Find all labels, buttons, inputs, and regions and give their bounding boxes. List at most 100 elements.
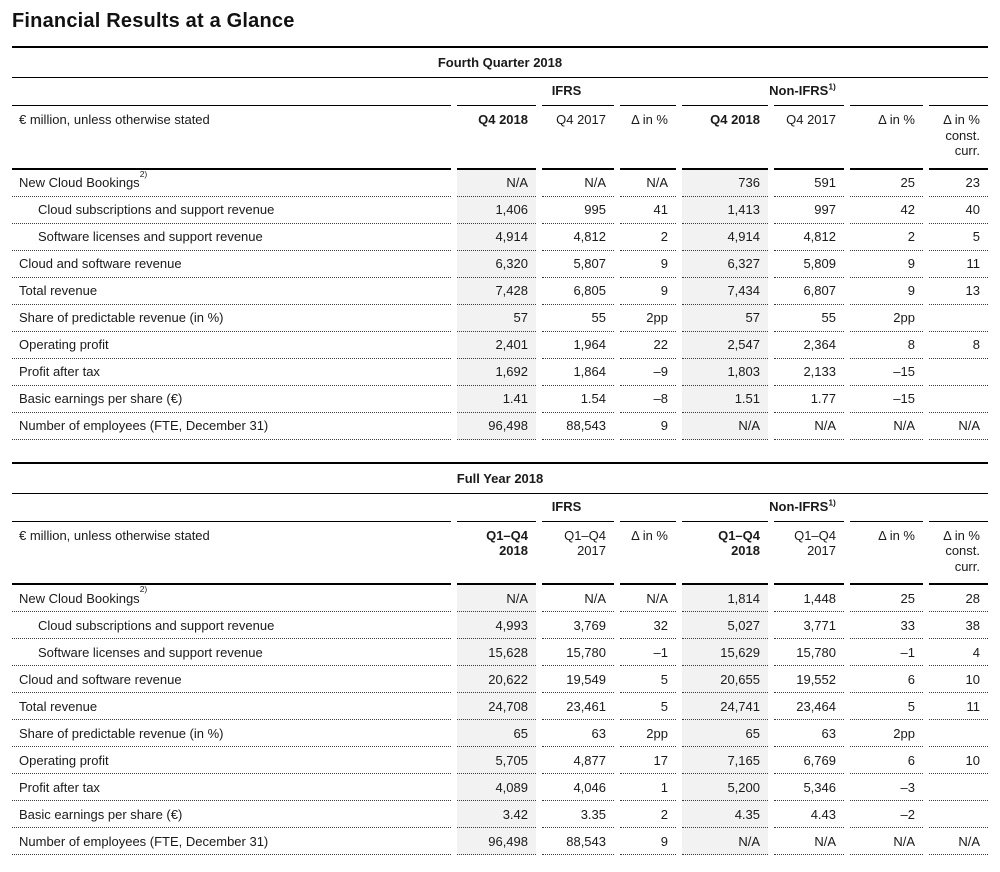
row-label-text: Number of employees (FTE, December 31) bbox=[19, 418, 269, 433]
row-label-text: Basic earnings per share (€) bbox=[19, 806, 183, 822]
row-label: Number of employees (FTE, December 31) bbox=[12, 828, 451, 855]
row-label: Share of predictable revenue (in %) bbox=[12, 720, 451, 747]
value-cell: 23 bbox=[929, 170, 988, 197]
value-cell: N/A bbox=[620, 170, 676, 197]
value-cell: 6,327 bbox=[682, 250, 768, 278]
rule-segment bbox=[542, 520, 614, 522]
value-cell bbox=[929, 720, 988, 747]
value-cell: 7,165 bbox=[682, 747, 768, 774]
column-header-line: curr. bbox=[954, 143, 980, 158]
column-header-line: Δ in % bbox=[943, 112, 980, 127]
row-label-text: Cloud and software revenue bbox=[19, 256, 182, 271]
column-header-1: Q4 2017 bbox=[542, 106, 614, 168]
rule-segment bbox=[929, 520, 988, 522]
group-label: Non-IFRS bbox=[769, 498, 829, 514]
value-cell: –15 bbox=[850, 386, 923, 413]
table-row: Cloud subscriptions and support revenue 4… bbox=[12, 612, 988, 639]
table-row: Operating profit 2,401 1,964 22 2,547 2,364 8 8 bbox=[12, 331, 988, 359]
value-cell: 1,803 bbox=[682, 358, 768, 386]
value-cell: 2,364 bbox=[774, 332, 844, 359]
group-label: Non-IFRS bbox=[769, 83, 829, 98]
column-header-6: Δ in % const. curr. bbox=[929, 522, 988, 584]
period-title: Full Year 2018 bbox=[456, 470, 544, 486]
value-cell bbox=[929, 305, 988, 332]
period-title-rule bbox=[12, 492, 988, 494]
value-cell: 1.54 bbox=[542, 386, 614, 413]
value-cell: 5 bbox=[929, 224, 988, 251]
rule-segment bbox=[929, 105, 988, 106]
column-header-line: Q4 2018 bbox=[478, 112, 528, 127]
column-header-line: 2018 bbox=[499, 543, 528, 558]
value-cell: 25 bbox=[850, 585, 923, 612]
value-cell: 3,771 bbox=[774, 612, 844, 639]
value-cell: 1.41 bbox=[457, 385, 536, 413]
table-row: Share of predictable revenue (in %) 57 55 2… bbox=[12, 304, 988, 332]
row-label-text: Profit after tax bbox=[19, 364, 100, 379]
rule-segment bbox=[457, 583, 536, 585]
rule-segment bbox=[620, 520, 676, 522]
table-row: Profit after tax 4,089 4,046 1 5,200 5,346 –3 bbox=[12, 774, 988, 801]
value-cell: 1.51 bbox=[682, 385, 768, 413]
value-cell: 4 bbox=[929, 639, 988, 666]
value-cell: 65 bbox=[457, 720, 536, 747]
value-cell: 1,406 bbox=[457, 196, 536, 224]
row-label-text: Basic earnings per share (€) bbox=[19, 391, 183, 406]
value-cell: 42 bbox=[850, 197, 923, 224]
column-header-4: Q1–Q4 2017 bbox=[774, 522, 844, 584]
row-label-text: Total revenue bbox=[19, 698, 98, 714]
row-label: Software licenses and support revenue bbox=[12, 224, 451, 251]
value-cell: 88,543 bbox=[542, 828, 614, 855]
value-cell: 2,547 bbox=[682, 331, 768, 359]
value-cell: 65 bbox=[682, 720, 768, 747]
row-label: Number of employees (FTE, December 31) bbox=[12, 413, 451, 440]
value-cell: –1 bbox=[850, 639, 923, 666]
value-cell: 57 bbox=[682, 304, 768, 332]
value-cell: 11 bbox=[929, 251, 988, 278]
column-header-line: Δ in % bbox=[631, 527, 668, 543]
table-row: Software licenses and support revenue 15,… bbox=[12, 639, 988, 666]
value-cell: 5,200 bbox=[682, 774, 768, 801]
financial-table-0: Fourth Quarter 2018 IFRS Non-IFRS1) € milli… bbox=[12, 46, 988, 440]
value-cell: 4,046 bbox=[542, 774, 614, 801]
value-cell: 4,877 bbox=[542, 747, 614, 774]
value-cell: 8 bbox=[850, 332, 923, 359]
value-cell: 9 bbox=[620, 828, 676, 855]
value-cell: 24,741 bbox=[682, 693, 768, 720]
value-cell: N/A bbox=[457, 169, 536, 197]
row-label: Software licenses and support revenue bbox=[12, 639, 451, 666]
group-header-ifrs: IFRS bbox=[457, 78, 676, 105]
group-rule-row bbox=[12, 520, 988, 522]
value-cell: 5,705 bbox=[457, 747, 536, 774]
value-cell: 997 bbox=[774, 197, 844, 224]
value-cell: 1,964 bbox=[542, 332, 614, 359]
column-header-row: € million, unless otherwise stated Q4 201… bbox=[12, 106, 988, 168]
table-row: Cloud subscriptions and support revenue 1… bbox=[12, 196, 988, 224]
header-rule-row bbox=[12, 167, 988, 170]
value-cell: 4.35 bbox=[682, 801, 768, 828]
row-label-text: Operating profit bbox=[19, 337, 109, 352]
value-cell: 55 bbox=[774, 305, 844, 332]
value-cell: 17 bbox=[620, 747, 676, 774]
column-header-6: Δ in % const. curr. bbox=[929, 106, 988, 168]
value-cell: 7,428 bbox=[457, 277, 536, 305]
value-cell: 8 bbox=[929, 332, 988, 359]
value-cell: 13 bbox=[929, 278, 988, 305]
value-cell: 10 bbox=[929, 747, 988, 774]
rule-segment bbox=[12, 520, 451, 522]
rule-segment bbox=[682, 105, 768, 106]
column-header-line: Q1–Q4 bbox=[718, 527, 760, 543]
value-cell: N/A bbox=[682, 412, 768, 440]
value-cell: N/A bbox=[929, 413, 988, 440]
period-title-rule bbox=[12, 77, 988, 78]
value-cell: 3.42 bbox=[457, 801, 536, 828]
row-label-text: Operating profit bbox=[19, 752, 109, 768]
value-cell: 15,780 bbox=[774, 639, 844, 666]
column-header-line: Δ in % bbox=[878, 112, 915, 127]
row-label-text: Total revenue bbox=[19, 283, 98, 298]
table-row: Software licenses and support revenue 4,9… bbox=[12, 223, 988, 251]
rule-segment bbox=[929, 583, 988, 585]
column-header-line: Δ in % bbox=[631, 112, 668, 127]
value-cell: 11 bbox=[929, 693, 988, 720]
row-label-text: New Cloud Bookings bbox=[19, 175, 140, 190]
rule-segment bbox=[12, 583, 451, 585]
